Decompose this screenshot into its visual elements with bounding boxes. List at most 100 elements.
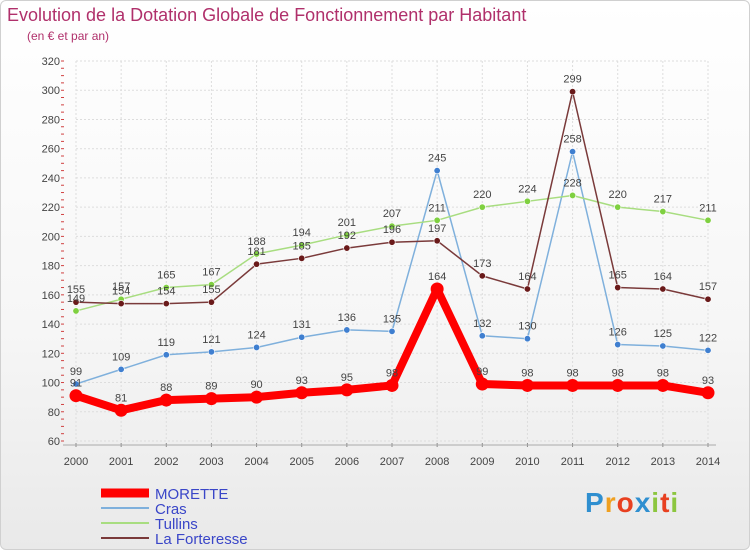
data-point bbox=[704, 295, 712, 303]
data-label: 173 bbox=[473, 258, 491, 270]
data-label: 167 bbox=[202, 267, 220, 279]
data-label: 211 bbox=[428, 202, 446, 214]
data-point bbox=[701, 386, 715, 400]
x-tick-label: 2000 bbox=[64, 456, 88, 468]
data-label: 98 bbox=[612, 367, 624, 379]
y-tick-label: 80 bbox=[48, 407, 60, 419]
data-point bbox=[298, 241, 306, 249]
data-label: 201 bbox=[338, 217, 356, 229]
data-label: 194 bbox=[293, 227, 311, 239]
y-tick-label: 320 bbox=[42, 56, 60, 68]
data-point bbox=[253, 250, 261, 258]
data-label: 164 bbox=[518, 271, 536, 283]
data-label: 132 bbox=[473, 318, 491, 330]
data-label: 124 bbox=[247, 329, 265, 341]
x-tick-label: 2006 bbox=[335, 456, 359, 468]
data-label: 164 bbox=[654, 271, 672, 283]
x-tick-label: 2011 bbox=[561, 456, 585, 468]
data-label: 95 bbox=[341, 372, 353, 384]
x-tick-label: 2001 bbox=[109, 456, 133, 468]
data-label: 196 bbox=[383, 224, 401, 236]
x-tick-label: 2014 bbox=[696, 456, 720, 468]
data-label: 220 bbox=[473, 189, 491, 201]
y-tick-label: 200 bbox=[42, 231, 60, 243]
data-point bbox=[385, 378, 399, 392]
data-label: 211 bbox=[699, 202, 717, 214]
data-label: 155 bbox=[67, 284, 85, 296]
data-point bbox=[614, 341, 622, 349]
data-label: 197 bbox=[428, 223, 446, 235]
data-point bbox=[162, 284, 170, 292]
data-label: 131 bbox=[293, 319, 311, 331]
data-point bbox=[343, 326, 351, 334]
data-label: 98 bbox=[386, 367, 398, 379]
data-label: 157 bbox=[699, 281, 717, 293]
data-label: 164 bbox=[428, 271, 446, 283]
data-point bbox=[72, 307, 80, 315]
data-label: 99 bbox=[476, 366, 488, 378]
data-label: 98 bbox=[566, 367, 578, 379]
data-point bbox=[343, 244, 351, 252]
data-point bbox=[340, 383, 354, 397]
data-point bbox=[117, 365, 125, 373]
data-point bbox=[69, 389, 83, 403]
y-tick-label: 300 bbox=[42, 85, 60, 97]
data-label: 135 bbox=[383, 313, 401, 325]
data-label: 126 bbox=[609, 327, 627, 339]
data-label: 99 bbox=[70, 366, 82, 378]
data-point bbox=[388, 238, 396, 246]
data-point bbox=[343, 231, 351, 239]
data-point bbox=[659, 208, 667, 216]
data-label: 207 bbox=[383, 208, 401, 220]
data-point bbox=[656, 378, 670, 392]
y-tick-label: 260 bbox=[42, 144, 60, 156]
data-label: 98 bbox=[521, 367, 533, 379]
legend-label: Cras bbox=[155, 501, 187, 518]
data-label: 93 bbox=[296, 375, 308, 387]
data-point bbox=[478, 272, 486, 280]
data-point bbox=[207, 281, 215, 289]
data-point bbox=[659, 285, 667, 293]
x-tick-label: 2008 bbox=[425, 456, 449, 468]
data-label: 185 bbox=[293, 240, 311, 252]
data-point bbox=[704, 346, 712, 354]
data-label: 121 bbox=[202, 334, 220, 346]
data-point bbox=[295, 386, 309, 400]
data-point bbox=[523, 285, 531, 293]
x-tick-label: 2010 bbox=[515, 456, 539, 468]
data-label: 188 bbox=[247, 236, 265, 248]
data-label: 109 bbox=[112, 351, 130, 363]
data-point bbox=[569, 191, 577, 199]
data-point bbox=[162, 351, 170, 359]
data-point bbox=[72, 380, 80, 388]
data-label: 155 bbox=[202, 284, 220, 296]
data-label: 220 bbox=[609, 189, 627, 201]
x-tick-label: 2002 bbox=[154, 456, 178, 468]
x-tick-label: 2003 bbox=[199, 456, 223, 468]
data-label: 192 bbox=[338, 230, 356, 242]
data-label: 181 bbox=[247, 246, 265, 258]
data-point bbox=[566, 378, 580, 392]
data-label: 165 bbox=[609, 270, 627, 282]
data-label: 90 bbox=[250, 379, 262, 391]
data-point bbox=[433, 167, 441, 175]
proxiti-logo: Proxiti bbox=[585, 487, 680, 518]
data-label: 130 bbox=[518, 321, 536, 333]
data-point bbox=[162, 300, 170, 308]
data-point bbox=[433, 216, 441, 224]
y-tick-label: 180 bbox=[42, 261, 60, 273]
data-label: 154 bbox=[112, 286, 130, 298]
chart-subtitle: (en € et par an) bbox=[27, 29, 110, 43]
series-layer bbox=[69, 88, 715, 417]
y-tick-label: 120 bbox=[42, 348, 60, 360]
data-point bbox=[520, 378, 534, 392]
data-point bbox=[569, 148, 577, 156]
y-tick-label: 280 bbox=[42, 114, 60, 126]
data-point bbox=[250, 390, 264, 404]
data-label: 136 bbox=[338, 312, 356, 324]
data-label: 228 bbox=[563, 177, 581, 189]
data-label: 81 bbox=[115, 392, 127, 404]
data-point bbox=[388, 327, 396, 335]
y-tick-label: 220 bbox=[42, 202, 60, 214]
